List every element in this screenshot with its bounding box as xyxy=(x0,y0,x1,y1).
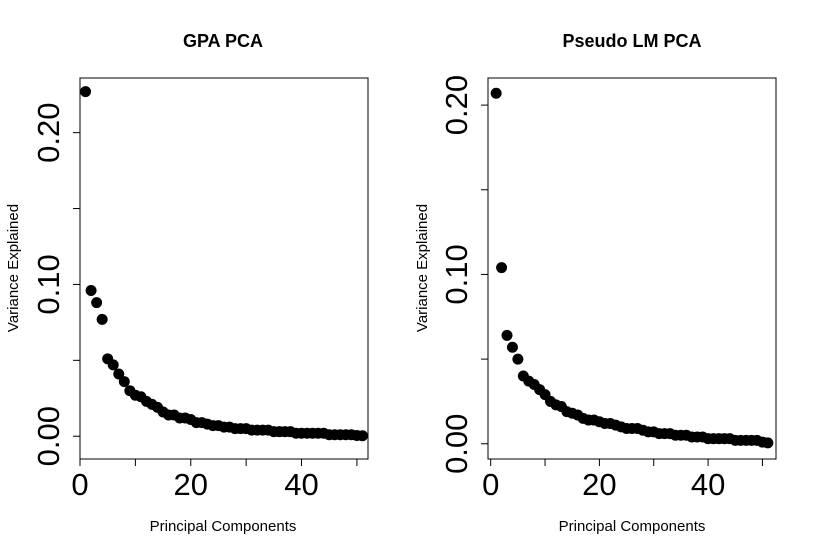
data-point xyxy=(490,87,502,99)
data-point xyxy=(91,297,103,309)
x-tick-label: 40 xyxy=(284,467,318,502)
x-axis-label: Principal Components xyxy=(559,518,706,535)
data-point xyxy=(501,329,513,341)
data-point xyxy=(356,430,368,442)
x-axis: 0 20 40 xyxy=(71,458,358,502)
y-axis: 0.00 0.10 0.20 xyxy=(439,75,489,474)
data-point xyxy=(506,341,518,353)
data-point xyxy=(107,359,119,371)
x-tick-label: 0 xyxy=(71,467,88,502)
data-point xyxy=(96,313,108,325)
y-axis-label: Variance Explained xyxy=(5,204,22,332)
y-tick-label: 0.20 xyxy=(31,102,66,162)
y-tick-label: 0.00 xyxy=(439,414,474,474)
data-point xyxy=(512,353,524,365)
y-tick-label: 0.00 xyxy=(31,406,66,466)
data-point xyxy=(762,437,774,449)
panel-pseudo-lm-pca: Pseudo LM PCA Principal Components Varia… xyxy=(414,31,777,535)
data-point xyxy=(85,285,97,297)
data-point xyxy=(496,262,508,274)
data-point xyxy=(113,368,125,380)
panel-gpa-pca: GPA PCA Principal Components Variance Ex… xyxy=(5,31,369,535)
data-point xyxy=(118,376,130,388)
x-tick-label: 20 xyxy=(582,467,616,502)
data-point xyxy=(80,86,92,98)
chart-title: Pseudo LM PCA xyxy=(562,31,701,51)
x-tick-label: 0 xyxy=(482,467,499,502)
y-tick-label: 0.20 xyxy=(439,75,474,135)
x-tick-label: 20 xyxy=(174,467,208,502)
x-axis: 0 20 40 xyxy=(482,458,763,502)
y-tick-label: 0.10 xyxy=(439,244,474,304)
y-axis: 0.00 0.10 0.20 xyxy=(31,102,81,466)
x-axis-label: Principal Components xyxy=(150,518,297,535)
chart-title: GPA PCA xyxy=(183,31,263,51)
data-points xyxy=(80,86,368,442)
y-axis-label: Variance Explained xyxy=(414,204,431,332)
data-points xyxy=(490,87,774,449)
x-tick-label: 40 xyxy=(691,467,725,502)
y-tick-label: 0.10 xyxy=(31,254,66,314)
